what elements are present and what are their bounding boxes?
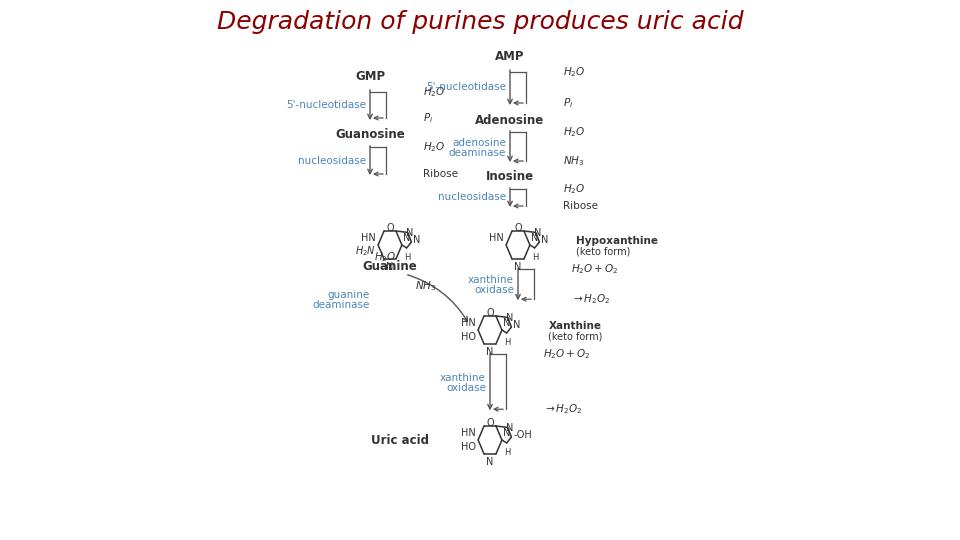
Text: $\rightarrow H_2O_2$: $\rightarrow H_2O_2$ [571,292,611,306]
Text: Adenosine: Adenosine [475,113,544,126]
Text: H: H [532,253,539,262]
Text: N: N [503,428,511,438]
Text: N: N [403,233,410,243]
Text: $H_2O$: $H_2O$ [563,125,586,139]
Text: $NH_3$: $NH_3$ [563,154,585,168]
Text: oxidase: oxidase [446,383,486,393]
Text: Ribose: Ribose [423,169,458,179]
Text: (keto form): (keto form) [548,332,603,342]
Text: O: O [515,224,522,233]
Text: $H_2O$: $H_2O$ [563,65,586,79]
Text: (keto form): (keto form) [576,247,631,257]
Text: N: N [413,235,420,245]
Text: $H_2O$: $H_2O$ [423,140,445,154]
Text: N: N [515,261,521,272]
Text: N: N [506,313,513,323]
Text: Xanthine: Xanthine [548,321,601,331]
Text: N: N [531,233,539,243]
Text: 5'-nucleotidase: 5'-nucleotidase [426,83,506,92]
Text: nucleosidase: nucleosidase [298,156,366,165]
Text: $H_2N$: $H_2N$ [354,244,375,258]
Text: $H_2O$: $H_2O$ [563,182,586,196]
Text: guanine: guanine [327,289,370,300]
Text: $\rightarrow H_2O_2$: $\rightarrow H_2O_2$ [543,402,583,416]
Text: AMP: AMP [495,51,525,64]
Text: $H_2O + O_2$: $H_2O + O_2$ [571,262,618,276]
Text: N: N [506,423,513,433]
Text: O: O [486,308,493,319]
Text: 5'-nucleotidase: 5'-nucleotidase [286,100,366,110]
Text: N: N [540,235,548,245]
Text: HN: HN [361,233,375,243]
Text: $NH_3$: $NH_3$ [415,279,437,293]
Text: $P_i$: $P_i$ [563,96,573,110]
Text: HN: HN [489,233,504,243]
Text: xanthine: xanthine [440,373,486,383]
Text: H: H [504,448,511,457]
Text: N: N [406,228,413,238]
Text: HN: HN [461,318,475,328]
Text: Uric acid: Uric acid [372,434,429,447]
Text: O: O [486,418,493,428]
Text: adenosine: adenosine [452,138,506,147]
Text: xanthine: xanthine [468,275,514,285]
Text: -OH: -OH [514,430,532,440]
Text: N: N [503,318,511,328]
Text: deaminase: deaminase [313,300,370,310]
Text: O: O [386,224,394,233]
Text: Guanosine: Guanosine [335,129,405,141]
Text: H: H [504,339,511,347]
Text: Inosine: Inosine [486,171,534,184]
Text: GMP: GMP [355,71,385,84]
Text: N: N [513,320,520,330]
Text: N: N [487,347,493,356]
Text: $H_2O$: $H_2O$ [373,250,396,264]
Text: $P_i$: $P_i$ [423,111,433,125]
Text: $H_2O$: $H_2O$ [423,85,445,99]
Text: HO: HO [461,332,475,342]
Text: Ribose: Ribose [563,201,598,211]
Text: HO: HO [461,442,475,452]
Text: H: H [404,253,410,262]
Text: Guanine: Guanine [363,260,418,273]
Text: Hypoxanthine: Hypoxanthine [576,236,659,246]
Text: N: N [487,456,493,467]
Text: $H_2O + O_2$: $H_2O + O_2$ [543,348,590,361]
Text: N: N [386,261,394,272]
Text: nucleosidase: nucleosidase [438,192,506,202]
Text: deaminase: deaminase [448,147,506,158]
Text: oxidase: oxidase [474,285,514,295]
Text: HN: HN [461,428,475,438]
Text: N: N [534,228,541,238]
Text: Degradation of purines produces uric acid: Degradation of purines produces uric aci… [217,10,743,34]
